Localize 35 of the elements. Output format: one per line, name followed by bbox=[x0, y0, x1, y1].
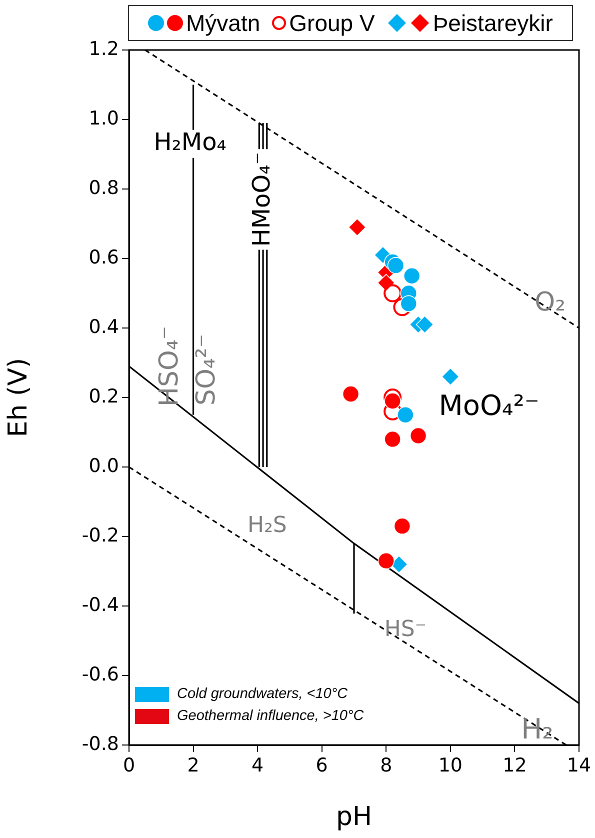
annotation: HS⁻ bbox=[384, 617, 426, 642]
x-tick-label: 8 bbox=[380, 754, 392, 776]
annotation: SO₄²⁻ bbox=[192, 334, 222, 406]
y-tick-label: 1.2 bbox=[88, 38, 119, 60]
y-axis-title: Eh (V) bbox=[3, 358, 34, 438]
legend-label: Group V bbox=[289, 10, 375, 36]
x-tick-label: 12 bbox=[502, 754, 527, 776]
x-tick-label: 2 bbox=[187, 754, 200, 776]
y-tick-label: 0.8 bbox=[88, 176, 119, 199]
x-tick-label: 6 bbox=[316, 754, 328, 776]
annotation: H₂S bbox=[248, 512, 287, 538]
y-tick-label: 0.2 bbox=[88, 385, 119, 408]
annotation: Geothermal influence, >10°C bbox=[177, 708, 364, 724]
y-tick-label: -0.2 bbox=[82, 524, 119, 546]
y-tick-label: 1.0 bbox=[88, 107, 119, 130]
annotation: HMoO₄⁻ bbox=[247, 152, 276, 247]
y-tick-label: 0.6 bbox=[88, 246, 119, 268]
annotation: MoO₄²⁻ bbox=[438, 389, 540, 422]
annotation: Cold groundwaters, <10°C bbox=[177, 686, 348, 702]
legend-label: Mývatn bbox=[186, 10, 260, 36]
y-tick-label: 0.4 bbox=[88, 316, 119, 338]
annotation: H₂Mo₄ bbox=[154, 128, 226, 156]
y-tick-label: -0.6 bbox=[82, 663, 119, 686]
y-tick-label: -0.8 bbox=[82, 732, 119, 755]
legend-label: Þeistareykir bbox=[432, 10, 553, 36]
x-axis-title: pH bbox=[336, 802, 372, 832]
y-tick-label: -0.4 bbox=[82, 594, 119, 616]
annotation: HSO₄⁻ bbox=[154, 326, 185, 407]
y-tick-label: 0.0 bbox=[88, 454, 119, 477]
annotation: O₂ bbox=[534, 287, 566, 318]
x-tick-label: 0 bbox=[122, 754, 136, 776]
x-tick-label: 10 bbox=[438, 754, 463, 776]
x-tick-label: 4 bbox=[252, 754, 264, 776]
annotation: H₂ bbox=[521, 712, 554, 746]
x-tick-label: 14 bbox=[566, 754, 592, 776]
